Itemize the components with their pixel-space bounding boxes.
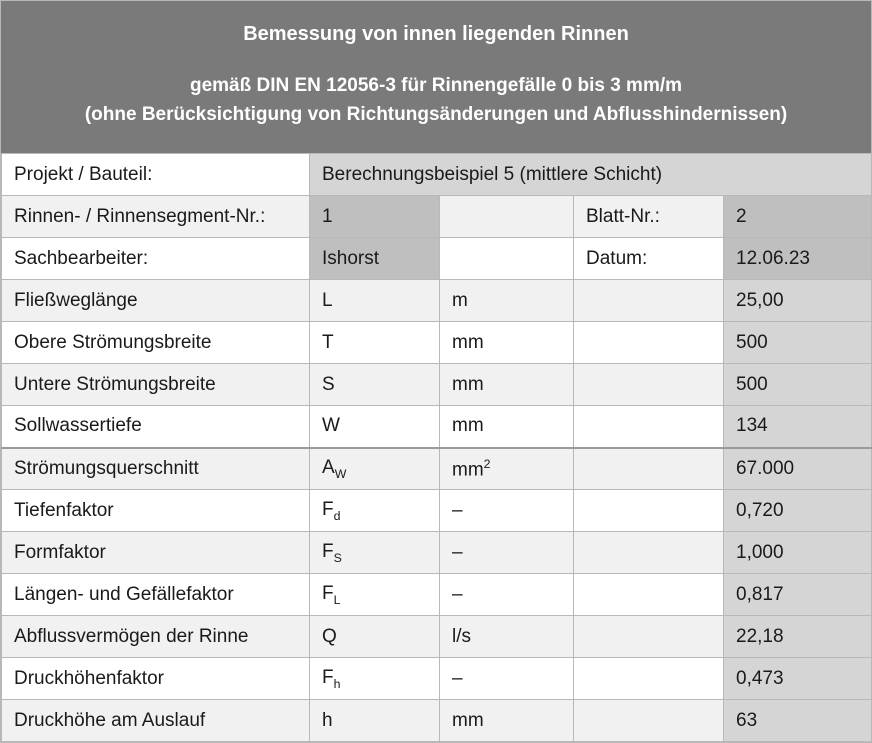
cell-value: 0,473 <box>724 658 872 700</box>
cell-symbol: Fh <box>310 658 440 700</box>
cell-value: 1,000 <box>724 532 872 574</box>
cell-symbol: S <box>310 364 440 406</box>
row-sollwassertiefe: Sollwassertiefe W mm 134 <box>2 406 872 448</box>
cell-extra <box>574 658 724 700</box>
cell-unit: – <box>440 490 574 532</box>
sheet-subtitle: gemäß DIN EN 12056-3 für Rinnengefälle 0… <box>21 72 851 129</box>
blank-cell <box>440 196 574 238</box>
row-stroemungsquerschnitt: Strömungsquerschnitt AW mm2 67.000 <box>2 448 872 490</box>
meta-row-rinnen: Rinnen- / Rinnensegment-Nr.: 1 Blatt-Nr.… <box>2 196 872 238</box>
cell-label: Fließweglänge <box>2 280 310 322</box>
projekt-label: Projekt / Bauteil: <box>2 154 310 196</box>
meta-row-sach: Sachbearbeiter: Ishorst Datum: 12.06.23 <box>2 238 872 280</box>
cell-extra <box>574 574 724 616</box>
cell-symbol: AW <box>310 448 440 490</box>
cell-label: Formfaktor <box>2 532 310 574</box>
cell-extra <box>574 532 724 574</box>
cell-symbol: L <box>310 280 440 322</box>
subtitle-line2: (ohne Berücksichtigung von Richtungsände… <box>85 104 787 125</box>
cell-unit: mm <box>440 406 574 448</box>
cell-unit: mm <box>440 364 574 406</box>
cell-unit: mm <box>440 700 574 742</box>
row-druckhoehenfaktor: Druckhöhenfaktor Fh – 0,473 <box>2 658 872 700</box>
cell-symbol: h <box>310 700 440 742</box>
cell-extra <box>574 490 724 532</box>
row-abflussvermoegen: Abflussvermögen der Rinne Q l/s 22,18 <box>2 616 872 658</box>
cell-extra <box>574 448 724 490</box>
rinnen-label: Rinnen- / Rinnensegment-Nr.: <box>2 196 310 238</box>
cell-extra <box>574 280 724 322</box>
cell-symbol: T <box>310 322 440 364</box>
blatt-label: Blatt-Nr.: <box>574 196 724 238</box>
calculation-sheet: Bemessung von innen liegenden Rinnen gem… <box>0 0 872 743</box>
cell-extra <box>574 616 724 658</box>
row-laengen-gefaellefaktor: Längen- und Gefällefaktor FL – 0,817 <box>2 574 872 616</box>
rinnen-value: 1 <box>310 196 440 238</box>
meta-row-projekt: Projekt / Bauteil: Berechnungsbeispiel 5… <box>2 154 872 196</box>
cell-extra <box>574 364 724 406</box>
cell-value: 500 <box>724 322 872 364</box>
sach-value: Ishorst <box>310 238 440 280</box>
cell-value: 134 <box>724 406 872 448</box>
cell-unit: mm <box>440 322 574 364</box>
cell-symbol: W <box>310 406 440 448</box>
blank-cell <box>440 238 574 280</box>
row-druckhoehe-auslauf: Druckhöhe am Auslauf h mm 63 <box>2 700 872 742</box>
cell-symbol: Q <box>310 616 440 658</box>
cell-label: Längen- und Gefällefaktor <box>2 574 310 616</box>
cell-unit: – <box>440 658 574 700</box>
row-fliessweglaenge: Fließweglänge L m 25,00 <box>2 280 872 322</box>
cell-value: 63 <box>724 700 872 742</box>
cell-extra <box>574 406 724 448</box>
cell-value: 0,720 <box>724 490 872 532</box>
row-untere-stroemungsbreite: Untere Strömungsbreite S mm 500 <box>2 364 872 406</box>
cell-label: Druckhöhe am Auslauf <box>2 700 310 742</box>
cell-label: Sollwassertiefe <box>2 406 310 448</box>
cell-value: 25,00 <box>724 280 872 322</box>
row-obere-stroemungsbreite: Obere Strömungsbreite T mm 500 <box>2 322 872 364</box>
sach-label: Sachbearbeiter: <box>2 238 310 280</box>
sheet-header: Bemessung von innen liegenden Rinnen gem… <box>1 1 871 153</box>
datum-label: Datum: <box>574 238 724 280</box>
cell-extra <box>574 322 724 364</box>
datum-value: 12.06.23 <box>724 238 872 280</box>
sheet-title: Bemessung von innen liegenden Rinnen <box>21 23 851 46</box>
cell-unit: mm2 <box>440 448 574 490</box>
blatt-value: 2 <box>724 196 872 238</box>
subtitle-line1: gemäß DIN EN 12056-3 für Rinnengefälle 0… <box>190 75 682 96</box>
cell-symbol: FS <box>310 532 440 574</box>
cell-symbol: Fd <box>310 490 440 532</box>
cell-label: Untere Strömungsbreite <box>2 364 310 406</box>
data-table: Projekt / Bauteil: Berechnungsbeispiel 5… <box>1 153 872 742</box>
cell-value: 67.000 <box>724 448 872 490</box>
cell-value: 500 <box>724 364 872 406</box>
cell-label: Abflussvermögen der Rinne <box>2 616 310 658</box>
row-formfaktor: Formfaktor FS – 1,000 <box>2 532 872 574</box>
cell-unit: – <box>440 574 574 616</box>
cell-label: Druckhöhenfaktor <box>2 658 310 700</box>
cell-label: Strömungsquerschnitt <box>2 448 310 490</box>
cell-label: Obere Strömungsbreite <box>2 322 310 364</box>
cell-label: Tiefenfaktor <box>2 490 310 532</box>
cell-unit: – <box>440 532 574 574</box>
projekt-value: Berechnungsbeispiel 5 (mittlere Schicht) <box>310 154 872 196</box>
cell-extra <box>574 700 724 742</box>
cell-value: 0,817 <box>724 574 872 616</box>
row-tiefenfaktor: Tiefenfaktor Fd – 0,720 <box>2 490 872 532</box>
cell-symbol: FL <box>310 574 440 616</box>
cell-unit: m <box>440 280 574 322</box>
cell-unit: l/s <box>440 616 574 658</box>
cell-value: 22,18 <box>724 616 872 658</box>
